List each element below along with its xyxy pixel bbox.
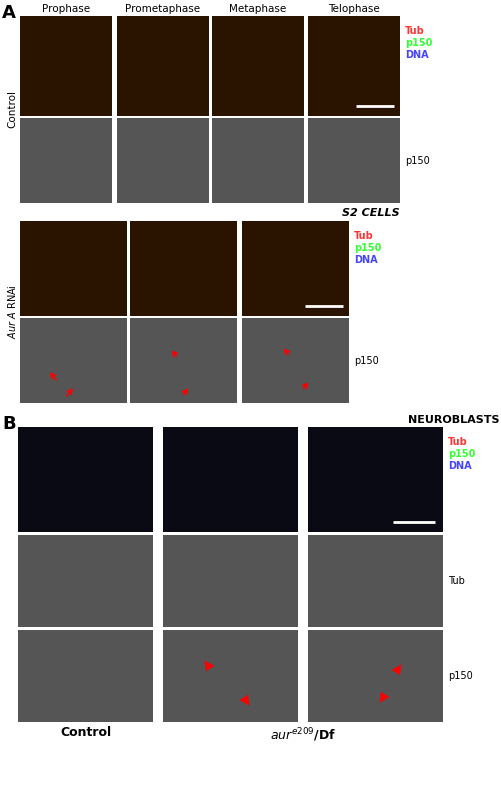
Text: Tub: Tub [447, 437, 467, 447]
Bar [18, 535, 153, 627]
Text: Control: Control [7, 90, 17, 128]
Text: p150: p150 [353, 243, 381, 253]
Text: p150: p150 [447, 449, 474, 459]
Bar [163, 630, 298, 722]
Bar [20, 221, 127, 316]
Bar [20, 118, 112, 203]
Text: p150: p150 [404, 38, 431, 48]
Bar [211, 16, 304, 116]
Bar [163, 535, 298, 627]
Bar [18, 630, 153, 722]
Text: A: A [2, 4, 16, 22]
Text: Prophase: Prophase [42, 4, 90, 14]
Bar [20, 16, 112, 116]
Bar [308, 630, 442, 722]
Text: B: B [2, 415, 16, 433]
Text: $\it{aur}^{e209}$/Df: $\it{aur}^{e209}$/Df [269, 726, 336, 744]
Bar [117, 118, 208, 203]
Bar [308, 16, 399, 116]
Text: p150: p150 [404, 155, 429, 166]
Text: Tub: Tub [404, 26, 424, 36]
Text: Telophase: Telophase [328, 4, 379, 14]
Text: DNA: DNA [353, 255, 377, 265]
Bar [130, 318, 236, 403]
Text: Control: Control [60, 726, 111, 739]
Text: Metaphase: Metaphase [229, 4, 286, 14]
Text: NEUROBLASTS: NEUROBLASTS [408, 415, 499, 425]
Text: p150: p150 [353, 355, 378, 366]
Text: S2 CELLS: S2 CELLS [342, 208, 399, 218]
Bar [117, 16, 208, 116]
Text: DNA: DNA [447, 461, 470, 471]
Bar [18, 427, 153, 532]
Text: p150: p150 [447, 671, 472, 681]
Bar [308, 535, 442, 627]
Bar [241, 318, 348, 403]
Text: Tub: Tub [447, 576, 464, 586]
Text: Prometaphase: Prometaphase [125, 4, 200, 14]
Text: $\it{Aur}$ $\it{A}$ RNAi: $\it{Aur}$ $\it{A}$ RNAi [6, 285, 18, 339]
Bar [241, 221, 348, 316]
Bar [20, 318, 127, 403]
Bar [130, 221, 236, 316]
Text: Tub: Tub [353, 231, 373, 241]
Bar [211, 118, 304, 203]
Bar [163, 427, 298, 532]
Bar [308, 427, 442, 532]
Bar [308, 118, 399, 203]
Text: DNA: DNA [404, 50, 428, 60]
